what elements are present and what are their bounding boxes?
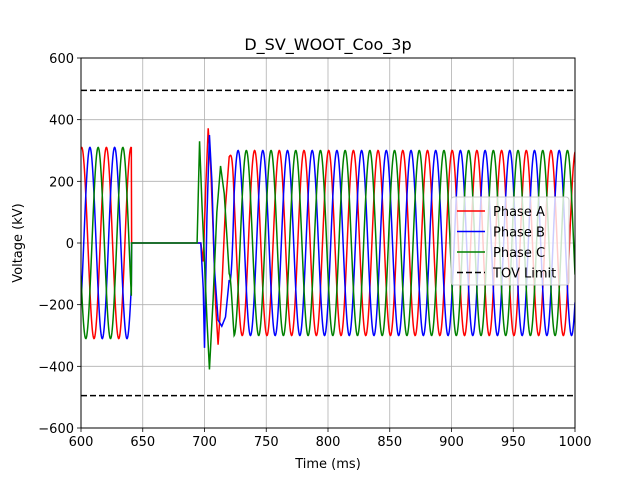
ticks: 600 650 700 750 800 850 900 950 1000 −600 −400 −200…	[38, 52, 591, 450]
y-tick-label: 0	[66, 237, 74, 252]
y-tick-label: 400	[49, 114, 74, 129]
x-tick-label: 600	[69, 435, 94, 450]
x-tick-label: 750	[254, 435, 279, 450]
legend-entry: Phase C	[493, 246, 545, 261]
x-tick-label: 800	[316, 435, 341, 450]
y-tick-label: −400	[38, 360, 74, 375]
y-tick-label: −600	[38, 422, 74, 437]
x-tick-label: 850	[377, 435, 402, 450]
legend-entry: TOV Limit	[492, 267, 556, 282]
y-axis-label: Voltage (kV)	[11, 203, 26, 282]
legend-entry: Phase B	[493, 226, 545, 241]
legend: Phase A Phase B Phase C TOV Limit	[450, 196, 570, 286]
y-tick-label: 600	[49, 52, 74, 67]
y-tick-label: −200	[38, 299, 74, 314]
y-tick-label: 200	[49, 175, 74, 190]
legend-entry: Phase A	[493, 205, 545, 220]
legend-box	[450, 196, 570, 286]
chart-title: D_SV_WOOT_Coo_3p	[244, 35, 411, 55]
x-tick-label: 1000	[558, 435, 591, 450]
x-tick-label: 900	[439, 435, 464, 450]
x-tick-label: 950	[501, 435, 526, 450]
x-tick-label: 650	[130, 435, 155, 450]
series-line-phase-c	[81, 141, 575, 370]
x-tick-label: 700	[192, 435, 217, 450]
x-axis-label: Time (ms)	[294, 457, 361, 472]
